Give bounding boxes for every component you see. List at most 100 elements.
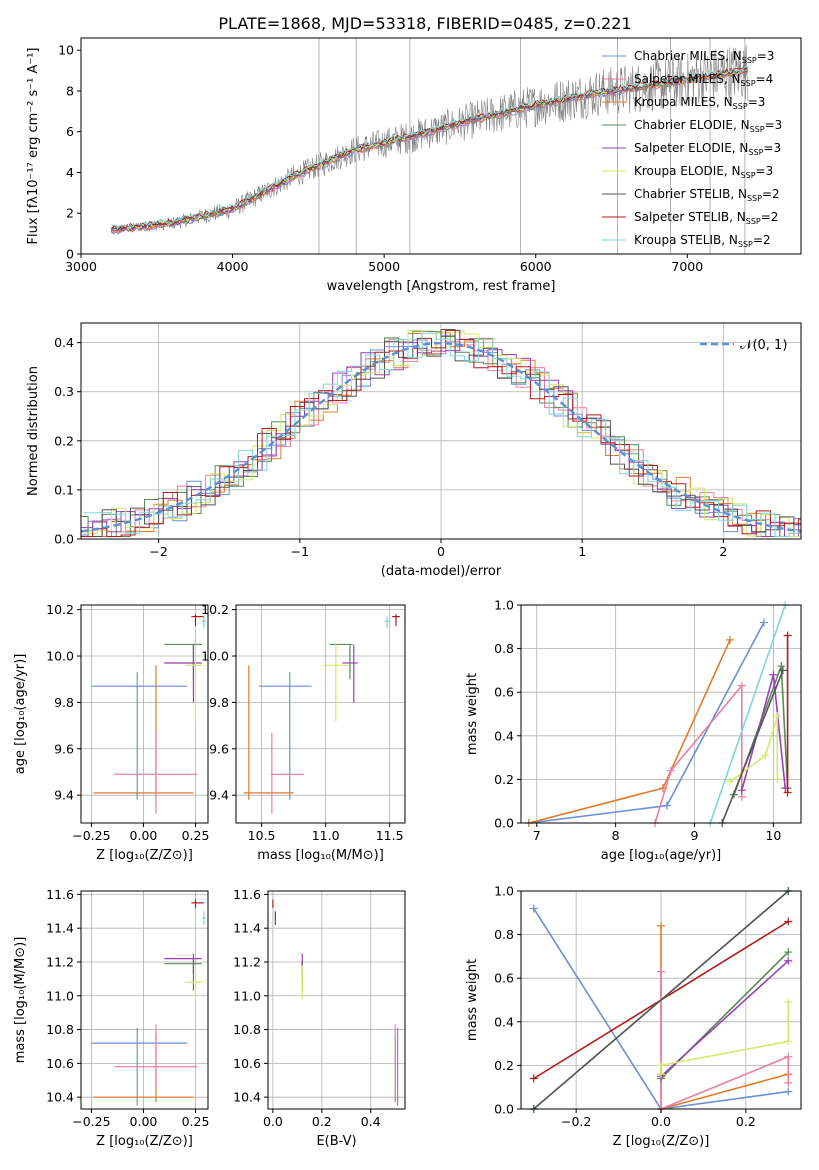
weight-point-marker bbox=[726, 635, 735, 644]
x-tick-label: 0.0 bbox=[263, 1114, 283, 1129]
y-tick-label: 0 bbox=[66, 247, 74, 262]
x-tick-label: 7 bbox=[533, 828, 541, 843]
weight-point-marker bbox=[784, 998, 793, 1007]
legend-name: Chabrier MILES, N bbox=[634, 49, 742, 63]
legend-suffix: =3 bbox=[756, 164, 774, 178]
legend-entry: Kroupa MILES, NSSP=3 bbox=[634, 95, 765, 111]
residual-histogram bbox=[83, 329, 801, 537]
legend-suffix: =2 bbox=[753, 233, 771, 247]
legend-sub: SSP bbox=[750, 125, 765, 134]
weight-point-marker bbox=[784, 1037, 793, 1046]
legend-suffix: =3 bbox=[763, 141, 781, 155]
y-tick-label: 0.3 bbox=[54, 384, 74, 399]
residuals-panel: −2 −1 0 1 2 0.0 0.1 0.2 0.3 0.4 (data-model)/error… bbox=[26, 322, 802, 579]
y-tick-label: 0.6 bbox=[494, 685, 514, 700]
legend-suffix: =2 bbox=[761, 210, 779, 224]
y-tick-label: 11.0 bbox=[233, 988, 261, 1003]
y-tick-label: 0.6 bbox=[494, 971, 514, 986]
y-tick-label: 11.6 bbox=[46, 887, 74, 902]
x-tick-label: −0.25 bbox=[72, 1114, 110, 1129]
axes-frame bbox=[520, 604, 802, 824]
y-tick-label: 0.2 bbox=[54, 433, 74, 448]
x-axis-label: Z [log₁₀(Z/Z⊙)] bbox=[96, 1134, 193, 1149]
weight-point-marker bbox=[737, 786, 746, 795]
y-tick-label: 10.6 bbox=[233, 1056, 261, 1071]
legend-name: Salpeter ELODIE, N bbox=[634, 141, 748, 155]
y-tick-label: 1.0 bbox=[494, 884, 514, 899]
legend-sub: SSP bbox=[748, 148, 763, 157]
x-tick-label: 2 bbox=[719, 544, 727, 559]
x-axis-label: Z [log₁₀(Z/Z⊙)] bbox=[613, 1134, 710, 1149]
weight-point-marker bbox=[737, 681, 746, 690]
x-axis-label: Z [log₁₀(Z/Z⊙)] bbox=[96, 848, 193, 863]
legend-sub: SSP bbox=[747, 194, 762, 203]
weight-point-marker bbox=[773, 775, 782, 784]
x-tick-label: 1 bbox=[578, 544, 586, 559]
weight-series-line bbox=[721, 670, 784, 823]
weight-point-marker bbox=[784, 917, 793, 926]
x-axis-label: (data-model)/error bbox=[381, 564, 502, 579]
normal-curve bbox=[80, 341, 802, 533]
axes-frame bbox=[235, 604, 406, 824]
legend-suffix: =3 bbox=[757, 49, 775, 63]
x-tick-label: 3000 bbox=[65, 259, 97, 274]
y-tick-label: 0.4 bbox=[54, 335, 74, 350]
weight-point-marker bbox=[784, 948, 793, 957]
y-tick-label: 10.8 bbox=[46, 1022, 74, 1037]
legend-suffix: =3 bbox=[765, 118, 783, 132]
legend-entry: Chabrier STELIB, NSSP=2 bbox=[634, 187, 780, 203]
y-tick-label: 0.4 bbox=[494, 1014, 514, 1029]
y-tick-label: 0.4 bbox=[494, 728, 514, 743]
legend-entry: Kroupa STELIB, NSSP=2 bbox=[634, 233, 771, 249]
weight-series-line bbox=[533, 907, 789, 1109]
x-tick-label: 10 bbox=[765, 828, 781, 843]
mass-vs-metallicity-panel: −0.25 0.00 0.25 10.4 10.6 10.8 11.0 11.2 11.4 11.… bbox=[13, 887, 209, 1149]
weight-point-marker bbox=[784, 1087, 793, 1096]
x-tick-label: 0.0 bbox=[651, 1114, 671, 1129]
weight-point-marker bbox=[657, 921, 665, 930]
legend-sub: SSP bbox=[733, 102, 748, 111]
x-tick-label: 11.5 bbox=[376, 828, 404, 843]
spectrum-panel: 3000 4000 5000 6000 7000 0 2 4 6 8 10 wavelength [A… bbox=[26, 37, 802, 294]
residual-histogram bbox=[81, 329, 801, 537]
y-tick-label: 10.8 bbox=[233, 1022, 261, 1037]
weight-series-line bbox=[660, 1002, 790, 1075]
y-tick-label: 10 bbox=[58, 43, 74, 58]
legend-sub: SSP bbox=[741, 171, 756, 180]
legend-name: Kroupa ELODIE, N bbox=[634, 164, 741, 178]
legend-sub: SSP bbox=[742, 56, 757, 65]
y-tick-label: 10.2 bbox=[201, 602, 229, 617]
legend-entry: Kroupa ELODIE, NSSP=3 bbox=[634, 164, 773, 180]
y-tick-label: 1.0 bbox=[494, 598, 514, 613]
y-tick-label: 10.0 bbox=[46, 649, 74, 664]
x-axis-label: E(B-V) bbox=[316, 1134, 356, 1149]
legend-suffix: =4 bbox=[756, 72, 774, 86]
y-axis-label: mass [log₁₀(M/M⊙)] bbox=[13, 937, 28, 1064]
y-tick-label: 0.8 bbox=[494, 641, 514, 656]
x-tick-label: 11.0 bbox=[312, 828, 340, 843]
x-tick-label: 5000 bbox=[368, 259, 400, 274]
weight-series-line bbox=[533, 891, 789, 1109]
x-axis-label: mass [log₁₀(M/M⊙)] bbox=[257, 848, 384, 863]
legend-entry: Chabrier MILES, NSSP=3 bbox=[634, 49, 774, 65]
legend-name: Salpeter STELIB, N bbox=[634, 210, 746, 224]
x-tick-label: 0 bbox=[437, 544, 445, 559]
y-tick-label: 0.2 bbox=[494, 1058, 514, 1073]
legend-entry: Salpeter STELIB, NSSP=2 bbox=[634, 210, 778, 226]
weight-vs-age-panel: 7 8 9 10 0.0 0.2 0.4 0.6 0.8 1.0 age [log₁₀(age/yr… bbox=[465, 598, 802, 863]
weight-point-marker bbox=[783, 788, 792, 797]
weight-point-marker bbox=[783, 631, 792, 640]
x-tick-label: −0.25 bbox=[72, 828, 110, 843]
x-tick-label: 10.5 bbox=[248, 828, 276, 843]
y-tick-label: 10.4 bbox=[46, 1090, 74, 1105]
y-tick-label: 9.8 bbox=[209, 695, 229, 710]
x-tick-label: −1 bbox=[291, 544, 309, 559]
y-tick-label: 0.0 bbox=[494, 1102, 514, 1117]
weight-point-marker bbox=[784, 1078, 793, 1087]
y-tick-label: 11.6 bbox=[233, 887, 261, 902]
observed-spectrum bbox=[111, 44, 749, 232]
weight-point-marker bbox=[662, 801, 671, 810]
figure-title: PLATE=1868, MJD=53318, FIBERID=0485, z=0… bbox=[218, 14, 631, 33]
age-vs-mass-panel: 10.5 11.0 11.5 9.4 9.6 9.8 10.0 10.2 mass [log₁₀… bbox=[201, 602, 406, 863]
model-spectrum-line bbox=[111, 65, 749, 229]
